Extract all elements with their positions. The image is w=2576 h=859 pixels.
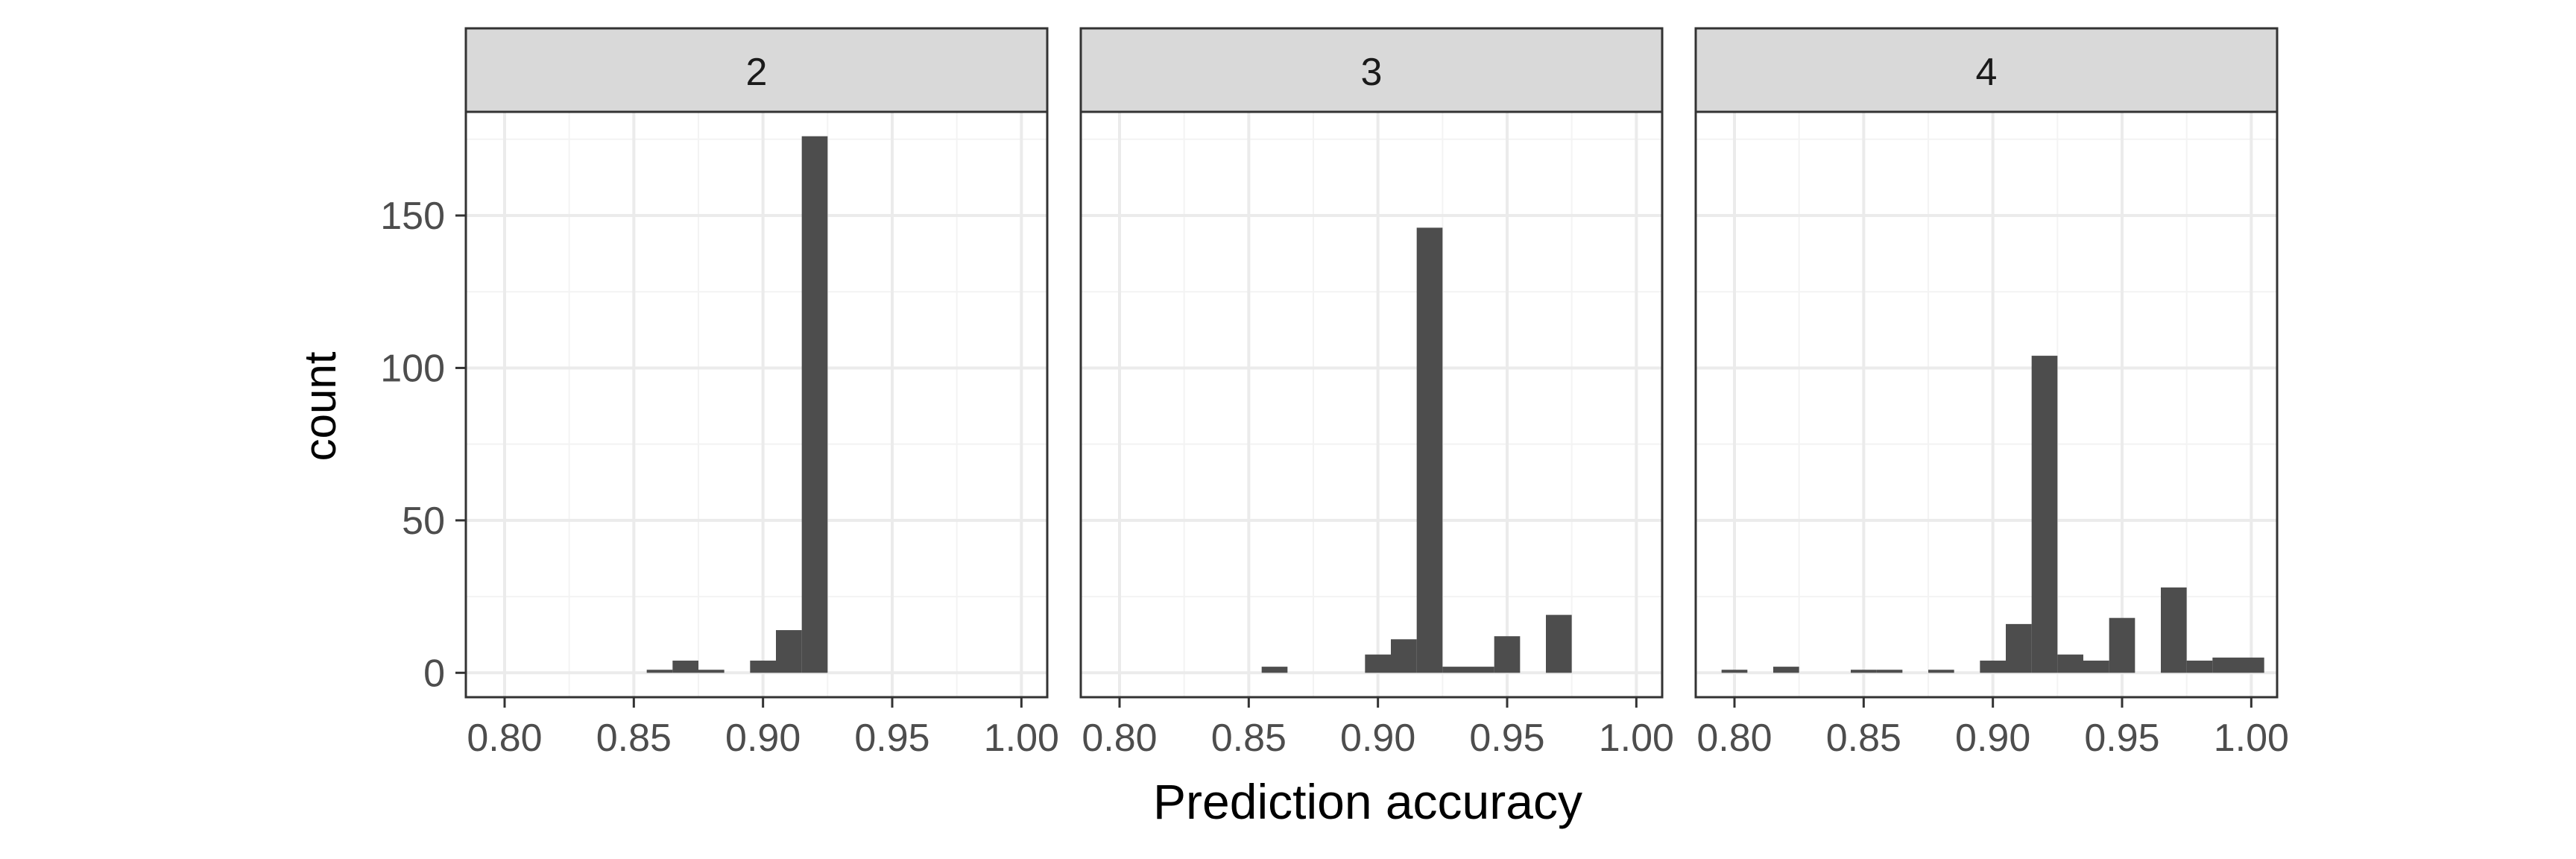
facet-strip [1694, 27, 2279, 113]
histogram-bar [646, 670, 673, 673]
histogram-bar [1546, 614, 1572, 673]
x-tick-label: 0.80 [1082, 717, 1157, 760]
x-tick-label: 1.00 [984, 717, 1059, 760]
y-tick-label: 50 [402, 500, 445, 543]
histogram-bar [1442, 667, 1468, 673]
histogram-bar [2006, 623, 2032, 673]
facet-panel-4: 4 0.80 0.85 0.90 0.95 1.00 [1694, 27, 2289, 760]
histogram-bar [1261, 667, 1288, 673]
panel-border [1079, 110, 1664, 699]
histogram-bar [1416, 227, 1443, 673]
y-tick-label: 100 [380, 347, 445, 390]
histogram-bar [2212, 657, 2238, 673]
x-tick-label: 1.00 [2214, 717, 2289, 760]
facet-strip-label: 3 [1361, 51, 1383, 94]
x-tick-label: 0.90 [1340, 717, 1415, 760]
y-tick-label: 0 [423, 652, 445, 695]
y-axis: 0 50 100 150 [380, 195, 466, 695]
histogram-bar [1494, 636, 1521, 673]
histogram-bar [672, 660, 698, 673]
histogram-bar [1468, 667, 1494, 673]
facet-strip [464, 27, 1049, 113]
x-tick-label: 0.80 [467, 717, 542, 760]
histogram-bar [2083, 660, 2109, 673]
facet-strip-label: 4 [1976, 51, 1998, 94]
histogram-bar [1365, 654, 1391, 673]
histogram-bar [1773, 667, 1799, 673]
facet-panel-2: 2 0.80 0.85 0.90 0.95 1.00 [464, 27, 1059, 760]
histogram-bar [776, 630, 802, 673]
x-tick-label: 0.80 [1696, 717, 1772, 760]
x-tick-label: 0.95 [1469, 717, 1544, 760]
histogram-bar [1928, 670, 1954, 673]
x-tick-label: 0.95 [2084, 717, 2159, 760]
facet-panels: 2 0.80 0.85 0.90 0.95 1.00 3 0.80 0.85 0.90 0.95 1.… [464, 27, 2289, 760]
x-tick-label: 0.85 [1211, 717, 1287, 760]
x-tick-label: 0.95 [854, 717, 929, 760]
histogram-bar [750, 660, 776, 673]
histogram-bar [2161, 587, 2187, 673]
histogram-bar [2238, 657, 2264, 673]
x-tick-label: 1.00 [1599, 717, 1674, 760]
x-tick-label: 0.85 [596, 717, 672, 760]
histogram-bar [1980, 660, 2006, 673]
x-tick-label: 0.85 [1826, 717, 1901, 760]
facet-panel-3: 3 0.80 0.85 0.90 0.95 1.00 [1079, 27, 1674, 760]
histogram-bar [2109, 617, 2135, 673]
histogram-bar [1876, 670, 1903, 673]
histogram-bar [1851, 670, 1877, 673]
histogram-bar [1391, 639, 1417, 673]
facet-strip [1079, 27, 1664, 113]
x-tick-label: 0.90 [725, 717, 801, 760]
histogram-bar [698, 670, 724, 673]
x-axis-title: Prediction accuracy [1153, 774, 1582, 829]
panel-border [464, 110, 1049, 699]
histogram-bar [2057, 654, 2083, 673]
panel-border [1694, 110, 2279, 699]
facet-strip-label: 2 [746, 51, 768, 94]
x-tick-label: 0.90 [1955, 717, 2030, 760]
histogram-bar [1721, 670, 1748, 673]
y-tick-label: 150 [380, 195, 445, 238]
histogram-bar [2186, 660, 2213, 673]
y-axis-title: count [295, 351, 345, 461]
histogram-bar [801, 136, 828, 673]
histogram-bar [2031, 356, 2058, 673]
